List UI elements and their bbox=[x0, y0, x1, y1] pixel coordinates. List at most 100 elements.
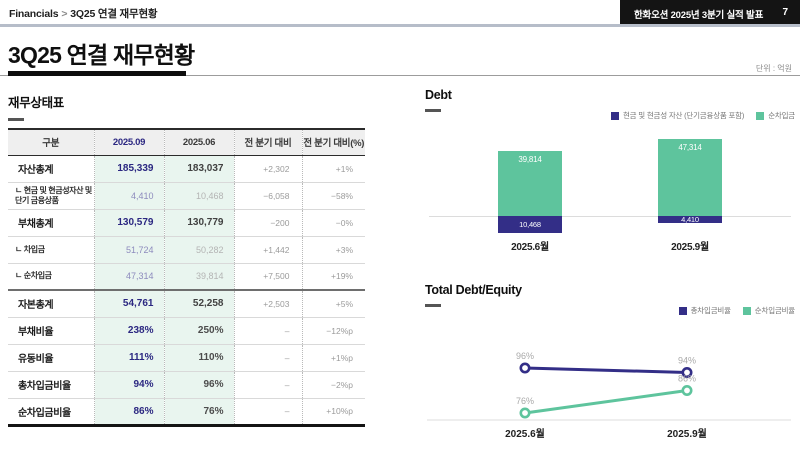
breadcrumb-root: Financials bbox=[9, 8, 59, 20]
table-cell-v2: 39,814 bbox=[163, 262, 234, 290]
legend-item: 현금 및 현금성 자산 (단기금융상품 포함) bbox=[610, 110, 745, 121]
table-cell-v2: 110% bbox=[163, 343, 234, 371]
table-cell-v1: 185,339 bbox=[93, 154, 164, 182]
breadcrumb-current: 3Q25 연결 재무현황 bbox=[70, 8, 158, 20]
bar-value-label: 4,410 bbox=[681, 215, 699, 225]
debt-chart-section: Debt 현금 및 현금성 자산 (단기금융상품 포함) 순차입금 39,814 1… bbox=[425, 88, 795, 256]
deck-title: 한화오션 2025년 3분기 실적 발표 bbox=[634, 10, 764, 21]
table-header-row: 구분 2025.09 2025.06 전 분기 대비 전 분기 대비(%) bbox=[8, 128, 365, 156]
legend-swatch-icon bbox=[756, 111, 765, 120]
tde-legend: 총차입금비율 순차입금비율 bbox=[678, 305, 795, 316]
table-cell-label: ㄴ 차입금 bbox=[8, 235, 94, 263]
line-x-label: 2025.6월 bbox=[505, 428, 545, 440]
line-value-label: 94% bbox=[678, 356, 696, 366]
balance-sheet-table: 구분 2025.09 2025.06 전 분기 대비 전 분기 대비(%) 자산총계 18… bbox=[8, 128, 365, 427]
table-cell-v2: 10,468 bbox=[163, 181, 234, 209]
table-row: ㄴ 차입금 51,724 50,282 +1,442 +3% bbox=[8, 235, 365, 263]
breadcrumb: Financials >3Q25 연결 재무현황 bbox=[9, 6, 158, 21]
breadcrumb-separator-icon: > bbox=[61, 8, 68, 20]
top-bar: Financials >3Q25 연결 재무현황 한화오션 2025년 3분기 실… bbox=[0, 0, 800, 24]
table-cell-d2: +1%p bbox=[301, 343, 365, 371]
table-row: 부채비율 238% 250% – −12%p bbox=[8, 316, 365, 344]
legend-label: 순차입금비율 bbox=[754, 306, 795, 315]
table-cell-v1: 94% bbox=[93, 370, 164, 398]
deck-title-box: 한화오션 2025년 3분기 실적 발표 7 bbox=[620, 0, 800, 24]
line-x-label: 2025.9월 bbox=[667, 428, 707, 440]
legend-item: 총차입금비율 bbox=[678, 305, 731, 316]
unit-label: 단위 : 억원 bbox=[755, 64, 792, 73]
legend-swatch-icon bbox=[742, 306, 751, 315]
table-column-header: 전 분기 대비(%) bbox=[301, 128, 365, 156]
table-row: 순차입금비율 86% 76% – +10%p bbox=[8, 397, 365, 425]
table-cell-label: 부채비율 bbox=[8, 316, 94, 344]
table-cell-d2: +1% bbox=[301, 154, 365, 182]
table-cell-v1: 51,724 bbox=[93, 235, 164, 263]
table-cell-v2: 76% bbox=[163, 397, 234, 425]
legend-label: 총차입금비율 bbox=[690, 306, 731, 315]
table-cell-v2: 130,779 bbox=[163, 208, 234, 236]
table-cell-d2: +3% bbox=[301, 235, 365, 263]
table-cell-v2: 250% bbox=[163, 316, 234, 344]
table-section-dash bbox=[8, 118, 24, 121]
table-cell-d2: −2%p bbox=[301, 370, 365, 398]
tde-chart-title: Total Debt/Equity bbox=[425, 283, 522, 297]
tde-chart-dash bbox=[425, 304, 441, 307]
table-section-header: 재무상태표 bbox=[8, 92, 64, 121]
page-title: 3Q25 연결 재무현황 bbox=[8, 42, 195, 68]
table-column-header: 전 분기 대비 bbox=[233, 128, 302, 156]
debt-chart-dash bbox=[425, 109, 441, 112]
top-divider bbox=[0, 24, 800, 27]
line-marker bbox=[681, 384, 693, 396]
table-cell-d1: – bbox=[233, 316, 302, 344]
line-series bbox=[524, 389, 688, 415]
title-rule bbox=[0, 75, 800, 76]
debt-axis-line bbox=[429, 216, 791, 217]
table-cell-d2: +5% bbox=[301, 289, 365, 317]
debt-bar-cash: 10,468 bbox=[498, 216, 562, 234]
table-cell-d1: +1,442 bbox=[233, 235, 302, 263]
table-cell-d1: +7,500 bbox=[233, 262, 302, 290]
table-cell-d1: – bbox=[233, 370, 302, 398]
table-cell-v1: 47,314 bbox=[93, 262, 164, 290]
table-cell-label: 자본총계 bbox=[8, 289, 94, 317]
table-cell-label: 유동비율 bbox=[8, 343, 94, 371]
line-series bbox=[524, 366, 688, 374]
table-cell-label: ㄴ 현금 및 현금성자산 및 단기 금융상품 bbox=[8, 181, 94, 209]
debt-chart-title: Debt bbox=[425, 88, 452, 102]
table-column-header: 2025.06 bbox=[163, 128, 234, 156]
tde-line-chart: 96% 94% 76% 86% 2025.6월 2025.9월 bbox=[427, 351, 791, 440]
legend-item: 순차입금 bbox=[756, 110, 795, 121]
table-cell-v2: 96% bbox=[163, 370, 234, 398]
debt-bar-net: 39,814 bbox=[498, 150, 562, 216]
line-value-label: 96% bbox=[516, 351, 534, 361]
table-cell-v1: 130,579 bbox=[93, 208, 164, 236]
legend-label: 현금 및 현금성 자산 (단기금융상품 포함) bbox=[622, 111, 745, 120]
table-row: ㄴ 현금 및 현금성자산 및 단기 금융상품 4,410 10,468 −6,058−… bbox=[8, 181, 365, 209]
legend-item: 순차입금비율 bbox=[742, 305, 795, 316]
table-cell-v2: 52,258 bbox=[163, 289, 234, 317]
line-marker bbox=[681, 366, 693, 378]
tde-chart-section: Total Debt/Equity 총차입금비율 순차입금비율 96% 94% 76%… bbox=[425, 283, 795, 445]
line-marker bbox=[519, 362, 531, 374]
table-cell-v1: 86% bbox=[93, 397, 164, 425]
table-row: 총차입금비율 94% 96% – −2%p bbox=[8, 370, 365, 398]
line-value-label: 86% bbox=[678, 374, 696, 384]
table-column-header: 2025.09 bbox=[93, 128, 164, 156]
table-row: 유동비율 111% 110% – +1%p bbox=[8, 343, 365, 371]
debt-bar-chart: 39,814 10,468 2025.6월 47,314 4,410 2025.9월 bbox=[425, 134, 795, 253]
table-cell-v2: 183,037 bbox=[163, 154, 234, 182]
table-cell-label: ㄴ 순차입금 bbox=[8, 262, 94, 290]
table-cell-d2: +19% bbox=[301, 262, 365, 290]
table-row: 자본총계 54,761 52,258 +2,503 +5% bbox=[8, 289, 365, 317]
bar-value-label: 47,314 bbox=[678, 142, 702, 152]
table-cell-label: 자산총계 bbox=[8, 154, 94, 182]
debt-bar-cash: 4,410 bbox=[658, 215, 722, 225]
legend-swatch-icon bbox=[610, 111, 619, 120]
table-cell-v1: 54,761 bbox=[93, 289, 164, 317]
legend-swatch-icon bbox=[678, 306, 687, 315]
table-cell-d2: −12%p bbox=[301, 316, 365, 344]
debt-bar-net: 47,314 bbox=[658, 138, 722, 216]
table-cell-v1: 111% bbox=[93, 343, 164, 371]
table-cell-label: 총차입금비율 bbox=[8, 370, 94, 398]
